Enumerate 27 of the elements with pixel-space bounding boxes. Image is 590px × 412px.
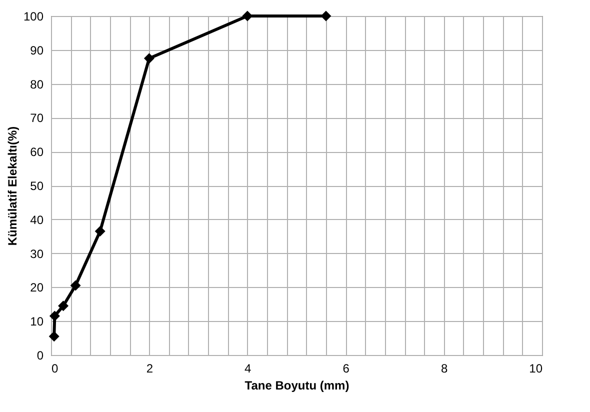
y-tick-label: 60 (30, 145, 44, 160)
point (70, 280, 81, 291)
x-tick-label: 8 (440, 362, 448, 376)
y-tick-label: 30 (30, 246, 44, 261)
y-tick-label: 20 (30, 280, 44, 295)
x-tick-label: 6 (342, 362, 350, 376)
y-tick-label: 100 (23, 10, 44, 24)
point (320, 10, 332, 22)
x-tick-label: 0 (52, 362, 58, 376)
y-tick-label: 80 (30, 77, 44, 92)
point (94, 226, 106, 237)
y-tick-label: 10 (30, 314, 44, 329)
x-tick-label: 2 (146, 362, 154, 376)
x-tick-label: 4 (244, 362, 252, 376)
x-tick-label: 10 (529, 362, 543, 376)
x-axis-title: Tane Boyutu (mm) (244, 378, 350, 392)
y-tick-label: 50 (30, 179, 44, 193)
point (144, 53, 154, 64)
y-tick-label: 90 (30, 43, 44, 58)
point (48, 331, 60, 342)
y-tick-label: 40 (30, 212, 44, 227)
point (242, 10, 253, 22)
point (58, 300, 69, 312)
y-tick-label: 0 (36, 348, 44, 362)
point (49, 310, 60, 322)
y-axis-title: Kümülatif Elekaltı(%) (5, 126, 20, 246)
y-tick-label: 70 (30, 111, 44, 126)
